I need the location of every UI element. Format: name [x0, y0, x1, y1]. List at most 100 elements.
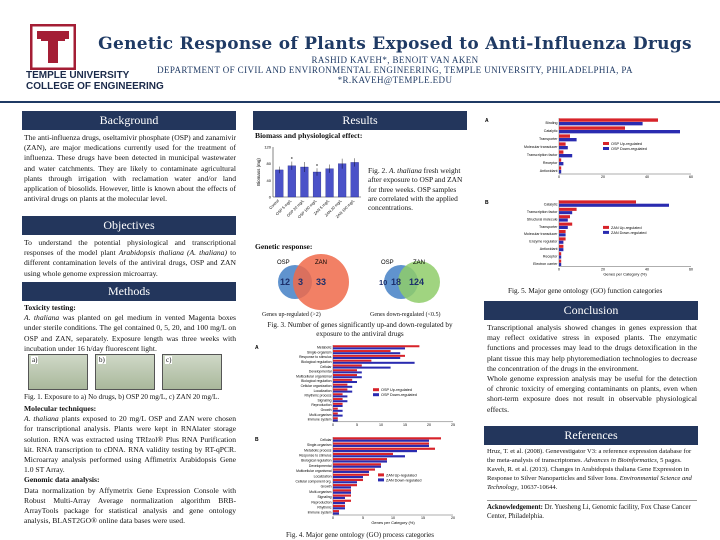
references-heading: References: [484, 426, 698, 445]
venn-down-caption: Genes down-regulated (<0.5): [370, 312, 441, 318]
down-bar: [333, 395, 348, 398]
up-bar: [559, 166, 562, 170]
category-label: Multicellular organismal: [296, 469, 332, 473]
category-label: Signaling: [318, 495, 332, 499]
venn-up-osp-label: OSP: [277, 260, 290, 266]
down-bar: [333, 439, 429, 442]
down-bar: [559, 203, 669, 207]
up-bar: [559, 207, 577, 211]
legend-label: OSP Up-regulated: [381, 388, 412, 392]
up-bar: [333, 468, 375, 471]
category-label: Reproduction: [311, 500, 331, 504]
legend-label: ZAN Up-regulated: [611, 226, 642, 230]
up-bar: [559, 126, 625, 130]
legend-swatch: [603, 147, 609, 150]
venn-up-zan-circle: [293, 254, 349, 310]
venn-down-osp-only: 10: [379, 278, 387, 287]
up-bar: [559, 244, 564, 248]
category-label: Reproduction: [311, 403, 331, 407]
down-bar: [559, 225, 568, 230]
photo-control: a): [28, 354, 88, 390]
up-bar: [333, 388, 348, 391]
reference-1: Hruz, T. et al. (2008). Genevestigator V…: [487, 448, 692, 464]
category-label: Biological regulation: [301, 360, 331, 364]
up-bar: [333, 437, 441, 440]
down-bar: [559, 170, 562, 174]
panel-label: B: [485, 200, 489, 206]
down-bar: [559, 130, 680, 134]
methods-heading: Methods: [22, 282, 236, 301]
y-tick-label: 80: [267, 161, 272, 166]
biomass-bar: [325, 168, 334, 198]
background-text: The anti-influenza drugs, oseltamivir ph…: [24, 133, 236, 204]
down-bar: [333, 347, 405, 350]
up-bar: [333, 478, 363, 482]
down-bar: [333, 414, 343, 417]
category-label: Receptor: [543, 254, 558, 258]
up-bar: [333, 345, 420, 348]
y-tick-label: 120: [264, 145, 271, 150]
down-bar: [333, 444, 429, 447]
fig1-caption: Fig. 1. Exposure to a) No drugs, b) OSP …: [24, 393, 220, 401]
down-bar: [333, 507, 345, 510]
venn-up-zan-only: 33: [316, 277, 326, 287]
legend-swatch: [603, 142, 609, 145]
up-bar: [559, 252, 562, 256]
down-bar: [333, 390, 353, 393]
down-bar: [333, 381, 357, 384]
category-label: Transporter: [539, 137, 558, 141]
category-label: Electron carrier: [533, 262, 558, 266]
down-bar: [333, 419, 338, 422]
category-label: Cellular: [320, 365, 332, 369]
up-bar: [333, 510, 339, 513]
x-tick-label: 60: [689, 175, 693, 179]
up-bar: [333, 463, 381, 466]
up-bar: [333, 494, 351, 497]
up-bar: [333, 484, 357, 487]
objectives-heading: Objectives: [22, 216, 236, 235]
up-bar: [333, 412, 338, 415]
venn-down: OSP ZAN 10 18 124: [379, 260, 440, 303]
header-divider: [0, 101, 720, 103]
legend-label: OSP Down-regulated: [381, 393, 417, 397]
venn-up: OSP ZAN 12 3 33: [277, 254, 349, 310]
x-tick-label: 60: [689, 268, 693, 272]
university-name: TEMPLE UNIVERSITY COLLEGE OF ENGINEERING: [26, 70, 164, 92]
down-bar: [559, 218, 568, 222]
up-bar: [559, 142, 566, 146]
venn-down-zan-circle: [398, 261, 440, 303]
conclusion-heading: Conclusion: [484, 301, 698, 320]
category-label: Biological regulation: [301, 459, 331, 463]
panel-label: A: [485, 118, 489, 124]
references-text: Hruz, T. et al. (2008). Genevestigator V…: [487, 447, 697, 492]
down-bar: [559, 122, 643, 126]
fig5-caption: Fig. 5. Major gene ontology (GO) functio…: [508, 287, 663, 295]
legend-label: ZAN Down-regulated: [611, 231, 646, 235]
venn-down-zan-only: 124: [409, 277, 424, 287]
category-label: Antioxidant: [540, 247, 558, 251]
legend-label: ZAN Up-regulated: [386, 473, 417, 477]
venn-up-caption: Genes up-regulated (>2): [262, 312, 321, 318]
down-bar: [333, 376, 362, 379]
up-bar: [559, 158, 562, 162]
category-label: Transcription factor: [527, 153, 558, 157]
toxicity-text: Toxicity testing: A. thaliana was planted…: [24, 303, 237, 353]
author-names: RASHID KAVEH*, BENOIT VAN AKEN: [311, 55, 479, 65]
legend-swatch: [378, 473, 384, 477]
x-tick-label: 5: [356, 423, 358, 427]
down-bar: [333, 465, 381, 468]
up-bar: [333, 499, 351, 502]
up-bar: [333, 447, 435, 450]
venn-up-zan-label: ZAN: [315, 260, 327, 266]
down-bar: [333, 455, 405, 458]
poster-title: Genetic Response of Plants Exposed to An…: [98, 34, 692, 54]
fig2-caption: Fig. 2. A. thaliana fresh weight after e…: [368, 166, 463, 213]
category-label: Developmental: [309, 464, 332, 468]
up-bar: [333, 458, 387, 461]
down-bar: [559, 162, 564, 166]
conclusion-text: Transcriptional analysis showed changes …: [487, 323, 697, 414]
category-label: Single-organism: [307, 443, 332, 447]
email: *R.KAVEH@TEMPLE.EDU: [337, 75, 453, 85]
up-bar: [333, 417, 338, 420]
